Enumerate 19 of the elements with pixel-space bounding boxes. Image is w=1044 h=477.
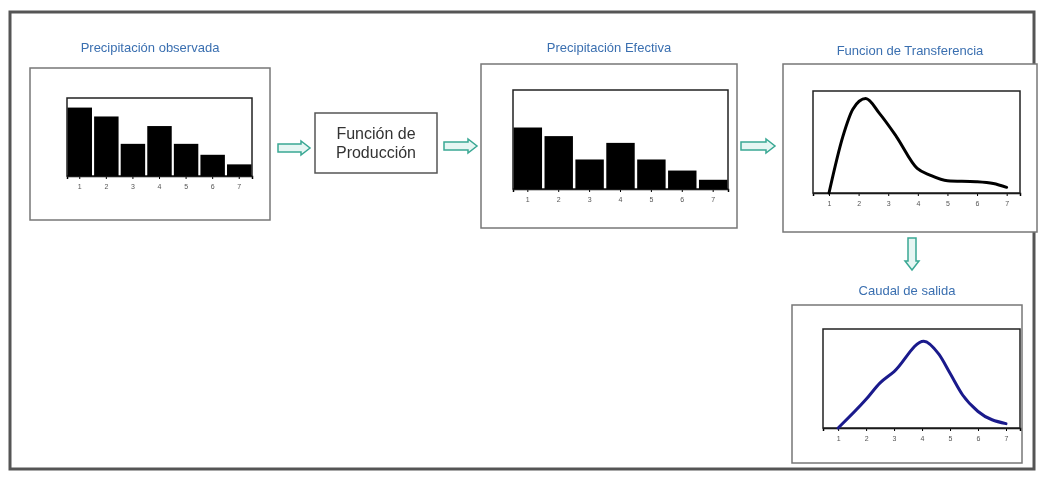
bar (120, 143, 146, 176)
bar (67, 107, 92, 176)
chart-title: Precipitación observada (80, 40, 221, 55)
bar (200, 154, 225, 176)
bar (513, 127, 543, 189)
bar (173, 143, 199, 176)
bar (668, 170, 697, 189)
bar (637, 159, 666, 189)
bar (698, 179, 728, 189)
bar (544, 136, 573, 189)
chart-title: Caudal de salida (858, 283, 957, 298)
bar (94, 116, 119, 176)
bar (575, 159, 604, 189)
chart-title: Precipitación Efectiva (546, 40, 672, 55)
bar (227, 164, 252, 176)
bar (147, 126, 172, 176)
chart-title: Funcion de Transferencia (836, 43, 985, 58)
bar (606, 142, 635, 189)
text: Función de Producción (335, 125, 417, 161)
